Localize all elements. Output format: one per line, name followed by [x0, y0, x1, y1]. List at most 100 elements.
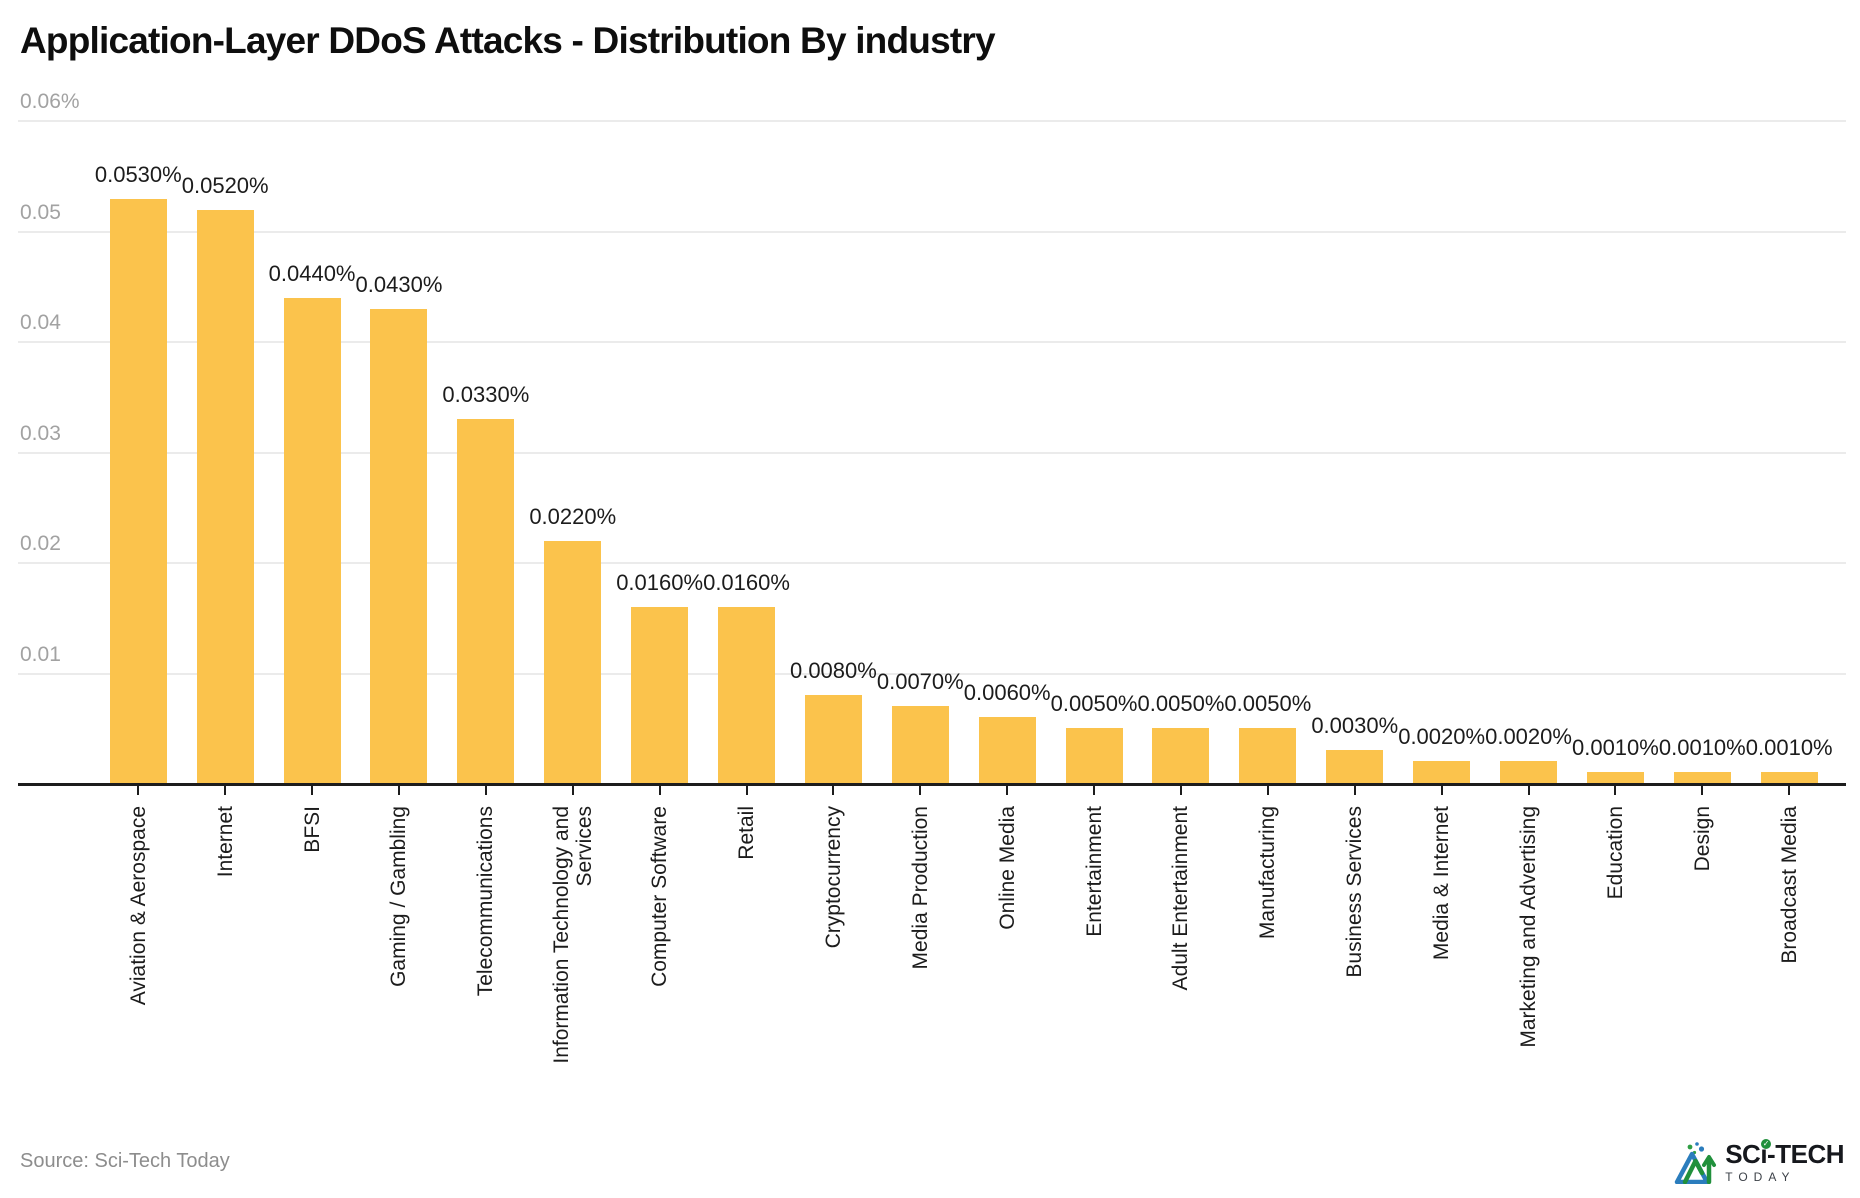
x-axis-tick — [397, 786, 400, 795]
x-axis-tick — [1701, 786, 1704, 795]
value-label: 0.0220% — [529, 504, 617, 529]
x-axis-tick — [919, 786, 922, 795]
x-axis-label: Computer Software — [648, 806, 671, 1116]
value-label: 0.0010% — [1658, 735, 1746, 760]
x-axis-label-text: Manufacturing — [1256, 806, 1280, 940]
bar-12 — [1152, 728, 1210, 783]
bar-18 — [1673, 772, 1731, 783]
y-axis-tick-label: 0.01 — [20, 642, 61, 666]
x-axis-label-text: Services — [572, 806, 596, 887]
y-axis-tick-label: 0.04 — [20, 311, 61, 334]
source-note: Source: Sci-Tech Today — [20, 1150, 230, 1172]
value-label: 0.0160% — [616, 570, 704, 595]
x-axis-label-text: Media & Internet — [1430, 806, 1454, 961]
bar-8 — [804, 695, 862, 783]
x-axis-label: Broadcast Media — [1778, 806, 1801, 1116]
x-axis-line — [18, 783, 1846, 786]
value-label: 0.0160% — [703, 570, 790, 595]
x-axis-label: Education — [1604, 806, 1627, 1116]
x-axis-label: Manufacturing — [1256, 806, 1279, 1116]
bar-2 — [283, 298, 341, 783]
x-axis-label: Entertainment — [1083, 806, 1106, 1116]
value-label: 0.0070% — [876, 669, 964, 694]
bar-14 — [1326, 750, 1384, 783]
value-label: 0.0010% — [1745, 735, 1833, 760]
y-axis-tick-label: 0.03 — [20, 421, 61, 445]
x-axis-label-text: Adult Entertainment — [1169, 806, 1193, 991]
x-axis-label-text: Marketing and Advertising — [1517, 806, 1541, 1048]
value-label: 0.0050% — [1137, 691, 1225, 716]
logo-title: SCi-TECH — [1725, 1138, 1844, 1169]
y-gridline — [18, 562, 1846, 564]
x-axis-label: Aviation & Aerospace — [127, 806, 150, 1116]
x-axis-tick — [484, 786, 487, 795]
value-label: 0.0050% — [1224, 691, 1312, 716]
x-axis-tick — [1788, 786, 1791, 795]
value-label: 0.0020% — [1398, 724, 1486, 749]
y-axis-tick-label: 0.05 — [20, 200, 61, 224]
logo-subtitle: TODAY — [1725, 1169, 1796, 1184]
value-label: 0.0060% — [963, 680, 1051, 705]
x-axis-label-text: Internet — [213, 806, 237, 878]
bar-3 — [370, 309, 428, 783]
value-label: 0.0050% — [1050, 691, 1138, 716]
x-axis-label-text: Entertainment — [1082, 806, 1106, 937]
value-label: 0.0530% — [94, 162, 182, 187]
x-axis-tick — [1614, 786, 1617, 795]
bar-11 — [1065, 728, 1123, 783]
x-axis-tick — [1093, 786, 1096, 795]
value-label: 0.0330% — [442, 382, 530, 407]
x-axis-tick — [224, 786, 227, 795]
x-axis-tick — [1006, 786, 1009, 795]
y-gridline — [18, 341, 1846, 343]
x-axis-label: Retail — [735, 806, 758, 1116]
bar-13 — [1239, 728, 1297, 783]
y-gridline — [18, 230, 1846, 233]
x-axis-tick — [571, 786, 574, 795]
x-axis-label: Adult Entertainment — [1169, 806, 1192, 1116]
y-gridline — [18, 451, 1846, 454]
brand-logo: SCi-TECH TODAY — [1673, 1138, 1844, 1184]
x-axis-tick — [658, 786, 661, 795]
x-axis-label-text: Telecommunications — [474, 806, 498, 997]
x-axis-label: BFSI — [301, 806, 324, 1116]
logo-check-icon — [1761, 1138, 1772, 1149]
x-axis-label-text: Design — [1690, 806, 1714, 872]
bar-17 — [1586, 772, 1644, 783]
x-axis-label-text: Computer Software — [648, 806, 672, 987]
bar-16 — [1500, 761, 1558, 783]
y-gridline — [18, 120, 1846, 122]
bar-4 — [457, 419, 515, 783]
y-gridline — [18, 672, 1846, 675]
bar-5 — [544, 541, 602, 783]
bar-7 — [718, 607, 776, 783]
x-axis-label-text: Cryptocurrency — [821, 806, 845, 949]
x-axis-label: Business Services — [1343, 806, 1366, 1116]
value-label: 0.0020% — [1485, 724, 1572, 749]
x-axis-tick — [745, 786, 748, 795]
bar-9 — [891, 706, 949, 783]
x-axis-label: Cryptocurrency — [822, 806, 845, 1116]
x-axis-tick — [1527, 786, 1530, 795]
x-axis-tick — [832, 786, 835, 795]
x-axis-label: Online Media — [996, 806, 1019, 1116]
x-axis-tick — [1440, 786, 1443, 795]
value-label: 0.0520% — [181, 173, 269, 198]
bar-15 — [1413, 761, 1471, 783]
value-label: 0.0430% — [355, 272, 443, 297]
x-axis-label-text: Online Media — [995, 806, 1019, 930]
x-axis-label-text: Education — [1603, 806, 1627, 900]
x-axis-label: Design — [1691, 806, 1714, 1116]
bar-6 — [631, 607, 689, 783]
bar-1 — [196, 210, 254, 783]
bar-10 — [978, 717, 1036, 783]
x-axis-label-text: Retail — [735, 806, 759, 860]
x-axis-label: Gaming / Gambling — [387, 806, 410, 1116]
x-axis-tick — [1353, 786, 1356, 795]
x-axis-label: Telecommunications — [474, 806, 497, 1116]
x-axis-label-text: Gaming / Gambling — [387, 806, 411, 987]
x-axis-label: Information Technology and Services — [550, 806, 596, 1116]
x-axis-label-text: Information Technology and — [549, 806, 573, 1064]
bar-0 — [109, 199, 167, 783]
